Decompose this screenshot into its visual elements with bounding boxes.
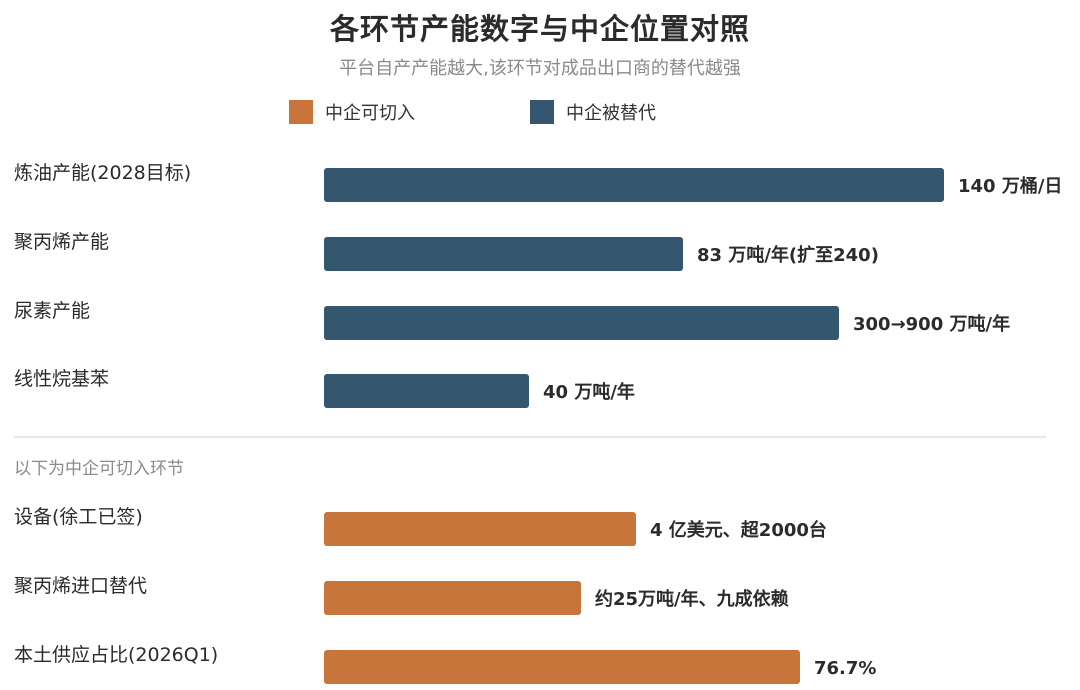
- legend-label-cut-in: 中企可切入: [325, 103, 415, 124]
- bar: [324, 168, 944, 202]
- value-label: 300→900 万吨/年: [853, 313, 1010, 335]
- legend: 中企可切入 中企被替代: [0, 99, 1080, 127]
- chart-subtitle: 平台自产产能越大,该环节对成品出口商的替代越强: [339, 58, 741, 79]
- value-label: 40 万吨/年: [543, 381, 635, 403]
- chart-title: 各环节产能数字与中企位置对照: [329, 12, 750, 46]
- bar: [324, 581, 581, 615]
- bar: [324, 374, 529, 408]
- category-label: 聚丙烯进口替代: [14, 575, 147, 597]
- value-label: 83 万吨/年(扩至240): [697, 244, 879, 266]
- category-label: 设备(徐工已签): [14, 506, 143, 528]
- category-label: 本土供应占比(2026Q1): [14, 644, 218, 666]
- bar: [324, 237, 683, 271]
- category-label: 尿素产能: [14, 300, 90, 322]
- bar: [324, 650, 800, 684]
- section-label: 以下为中企可切入环节: [14, 459, 184, 479]
- category-label: 炼油产能(2028目标): [14, 162, 191, 184]
- legend-item-cut-in: 中企可切入: [289, 99, 415, 125]
- bar: [324, 512, 636, 546]
- legend-swatch-replaced: [530, 100, 554, 124]
- value-label: 4 亿美元、超2000台: [650, 519, 827, 541]
- value-label: 140 万桶/日: [958, 175, 1062, 197]
- legend-item-replaced: 中企被替代: [530, 99, 656, 125]
- value-label: 约25万吨/年、九成依赖: [595, 588, 789, 610]
- bar: [324, 306, 839, 340]
- category-label: 线性烷基苯: [14, 368, 109, 390]
- value-label: 76.7%: [814, 658, 876, 679]
- category-label: 聚丙烯产能: [14, 231, 109, 253]
- legend-label-replaced: 中企被替代: [566, 103, 656, 124]
- legend-swatch-cut-in: [289, 100, 313, 124]
